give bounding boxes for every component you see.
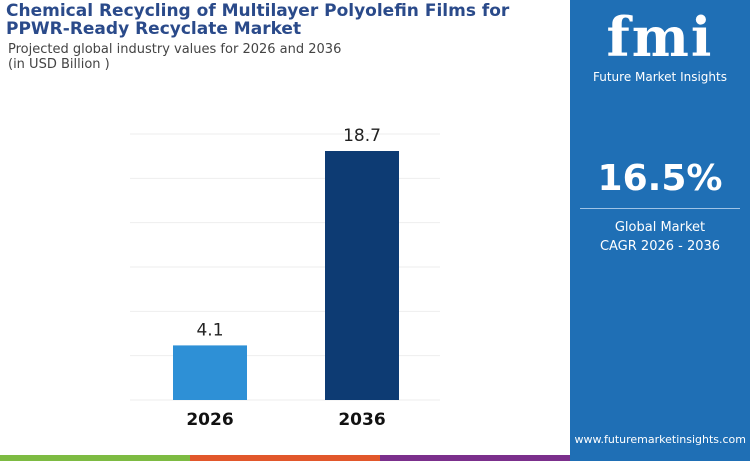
unit-text: (in USD Billion ): [8, 57, 110, 72]
bar-2036: [325, 151, 399, 400]
bar-2026: [173, 345, 247, 400]
fmi-logo: fmi: [606, 5, 714, 69]
data-label-2026: 4.1: [196, 320, 223, 340]
cagr-label-1: Global Market: [614, 220, 706, 235]
cagr-label: Global Market CAGR 2026 - 2036: [570, 218, 750, 256]
stripe-purple: [380, 455, 570, 461]
brand-panel: fmi Future Market Insights 16.5% Global …: [570, 0, 750, 461]
subtitle-text: Projected global industry values for 202…: [8, 42, 342, 57]
cagr-label-2: CAGR 2026 - 2036: [599, 239, 721, 254]
cagr-value: 16.5%: [597, 158, 723, 199]
x-tick-2036: 2036: [338, 410, 385, 430]
x-tick-2026: 2026: [186, 410, 233, 430]
stripe-orange: [190, 455, 380, 461]
divider: [580, 208, 740, 209]
bar-chart: 4.1 2026 18.7 2036: [130, 126, 440, 430]
chart-subtitle: Projected global industry values for 202…: [8, 42, 341, 72]
chart-title: Chemical Recycling of Multilayer Polyole…: [6, 1, 510, 39]
website-link[interactable]: www.futuremarketinsights.com: [574, 433, 747, 446]
stripe-green: [0, 455, 190, 461]
data-label-2036: 18.7: [343, 126, 381, 146]
brand-name: Future Market Insights: [592, 70, 727, 84]
